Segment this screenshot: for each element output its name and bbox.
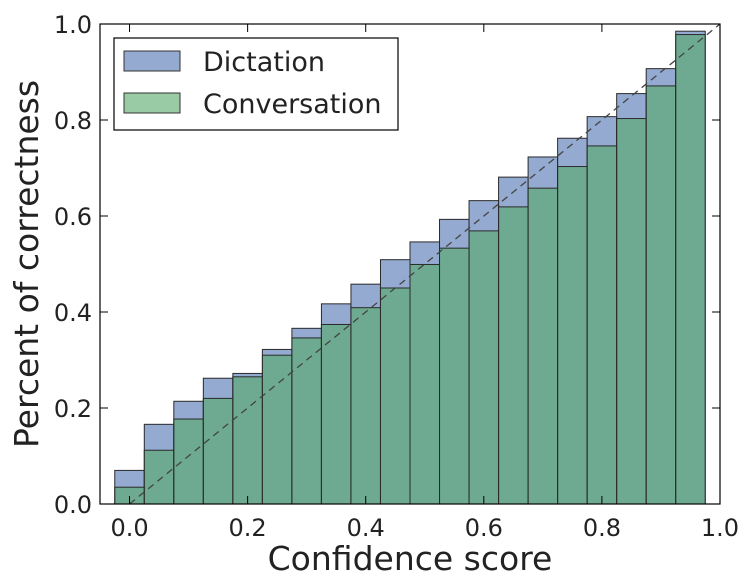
legend-swatch-conversation	[123, 92, 181, 114]
x-tick-label-2: 0.4	[347, 514, 385, 542]
x-tick-label-4: 0.8	[583, 514, 621, 542]
conversation-bar-14	[527, 187, 559, 505]
conversation-bar-4	[232, 376, 263, 505]
x-tick-label-0: 0.0	[110, 514, 148, 542]
y-axis-ticks: 0.0 0.2 0.4 0.6 0.8 1.0	[54, 11, 720, 519]
y-tick-label-1: 0.2	[54, 395, 92, 423]
conversation-bar-10	[409, 263, 441, 505]
x-tick-label-1: 0.2	[229, 514, 267, 542]
conversation-bar-2	[173, 418, 204, 505]
y-axis-title: Percent of correctness	[7, 80, 46, 448]
diagonal-reference-line	[129, 23, 721, 505]
legend-label-conversation: Conversation	[203, 89, 382, 120]
y-tick-label-3: 0.6	[54, 203, 92, 231]
conversation-bar-5	[261, 354, 293, 505]
x-tick-label-3: 0.6	[465, 514, 503, 542]
y-tick-label-4: 0.8	[54, 107, 92, 135]
x-tick-label-5: 1.0	[701, 514, 739, 542]
x-axis-ticks: 0.0 0.2 0.4 0.6 0.8 1.0	[110, 24, 739, 542]
conversation-bar-6	[291, 337, 322, 505]
conversation-bars	[114, 34, 706, 505]
conversation-bar-7	[320, 323, 352, 505]
legend-swatch-dictation	[123, 50, 181, 72]
conversation-bar-15	[557, 166, 588, 505]
x-axis-title: Confidence score	[268, 539, 553, 578]
conversation-bar-18	[645, 85, 677, 505]
conversation-bar-16	[586, 145, 618, 505]
conversation-bar-9	[379, 287, 411, 505]
conversation-bar-12	[468, 230, 500, 505]
legend: Dictation Conversation	[113, 37, 399, 131]
plot-area-frame	[99, 23, 721, 505]
conversation-bar-17	[616, 118, 647, 505]
conversation-bar-1	[143, 449, 175, 505]
y-tick-label-5: 1.0	[54, 11, 92, 39]
conversation-bar-8	[350, 307, 381, 505]
legend-label-dictation: Dictation	[203, 47, 325, 78]
conversation-bar-13	[498, 206, 529, 505]
conversation-bar-11	[439, 247, 470, 505]
conversation-bar-3	[202, 397, 234, 505]
conversation-bar-19	[675, 34, 706, 505]
y-tick-label-0: 0.0	[54, 491, 92, 519]
y-tick-label-2: 0.4	[54, 299, 92, 327]
